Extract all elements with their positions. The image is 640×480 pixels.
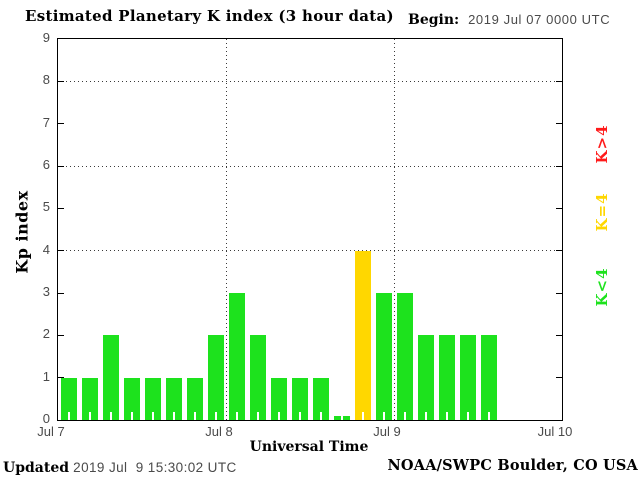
kp-bar-jul8-4 [313,378,329,420]
kp-bar-jul9-4 [481,335,497,420]
y-tick-label: 6 [42,157,50,172]
y-tick-left [58,123,64,125]
kp-bar-jul9-0 [397,293,413,420]
kp-bar-jul7-7 [208,335,224,420]
y-tick-left [58,250,64,252]
kp-bar-jul7-0 [61,378,77,420]
kp-bar-jul9-2 [439,335,455,420]
y-tick-label: 8 [42,72,50,88]
bar-base-tick [68,412,70,420]
kp-bar-jul8-0 [229,293,245,420]
kp-bar-jul7-2 [103,335,119,420]
bar-base-tick [89,412,91,420]
kp-bar-jul7-4 [145,378,161,420]
bar-base-tick [341,416,343,420]
bar-base-tick [194,412,196,420]
y-tick-label: 9 [42,30,50,45]
y-tick-right [556,80,562,82]
bar-base-tick [299,412,301,420]
x-tick-label: Jul 9 [373,424,401,439]
kp-bar-jul8-7 [376,293,392,420]
updated-label: Updated [3,460,70,476]
updated-value: 2019 Jul 9 15:30:02 UTC [69,460,237,475]
bar-base-tick [173,412,175,420]
kp-bar-jul8-5 [334,416,350,420]
gridline-horizontal [58,250,562,252]
y-tick-label: 1 [42,368,50,384]
credit-text: NOAA/SWPC Boulder, CO USA [387,457,638,474]
bar-base-tick [152,412,154,420]
y-tick-left [58,292,64,294]
bar-base-tick [110,412,112,420]
gridline-horizontal [58,165,562,167]
begin-timestamp: Begin: 2019 Jul 07 0000 UTC [408,9,610,29]
y-tick-label: 0 [42,411,50,426]
chart-title: Estimated Planetary K index (3 hour data… [25,7,394,25]
legend-green: K<4 [593,267,611,307]
bar-base-tick [404,412,406,420]
kp-bar-jul8-6 [355,251,371,420]
bar-base-tick [383,412,385,420]
y-tick-left [58,334,64,336]
x-axis-title: Universal Time [249,439,369,455]
bar-base-tick [467,412,469,420]
bar-base-tick [257,412,259,420]
bar-base-tick [362,412,364,420]
bar-base-tick [215,412,217,420]
y-tick-label: 3 [42,284,50,299]
bar-base-tick [131,412,133,420]
bar-base-tick [236,412,238,420]
y-tick-label: 2 [42,326,50,342]
y-tick-left [58,80,64,82]
bar-base-tick [446,412,448,420]
kp-bar-jul9-1 [418,335,434,420]
kp-bar-jul7-3 [124,378,140,420]
y-tick-label: 5 [42,199,50,215]
y-tick-left [58,377,64,379]
x-tick-label: Jul 7 [37,424,65,439]
bar-base-tick [278,412,280,420]
y-tick-left [58,207,64,209]
y-tick-right [556,292,562,294]
y-tick-label: 4 [42,241,50,257]
bar-base-tick [488,412,490,420]
kp-bar-jul7-6 [187,378,203,420]
gridline-horizontal [58,80,562,82]
begin-value: 2019 Jul 07 0000 UTC [468,12,611,27]
legend-yellow: K=4 [593,192,611,232]
kp-bar-jul9-3 [460,335,476,420]
y-tick-right [556,377,562,379]
plot-area [57,38,563,421]
gridline-day-boundary [393,39,395,420]
gridline-day-boundary [225,39,227,420]
updated-timestamp: Updated 2019 Jul 9 15:30:02 UTC [3,457,237,476]
y-tick-right [556,165,562,167]
kp-bar-jul7-1 [82,378,98,420]
kp-bar-jul7-5 [166,378,182,420]
x-tick-label: Jul 8 [205,424,233,439]
bar-base-tick [425,412,427,420]
y-tick-label: 7 [42,114,50,130]
y-tick-right [556,123,562,125]
y-tick-right [556,250,562,252]
y-tick-left [58,165,64,167]
x-tick-label: Jul 10 [537,424,573,439]
kp-bar-jul8-2 [271,378,287,420]
kp-bar-jul8-3 [292,378,308,420]
bar-base-tick [320,412,322,420]
y-tick-right [556,207,562,209]
y-tick-right [556,334,562,336]
begin-gap [459,11,468,28]
kp-bar-jul8-1 [250,335,266,420]
begin-label: Begin: [408,12,460,28]
legend-red: K>4 [593,124,611,164]
